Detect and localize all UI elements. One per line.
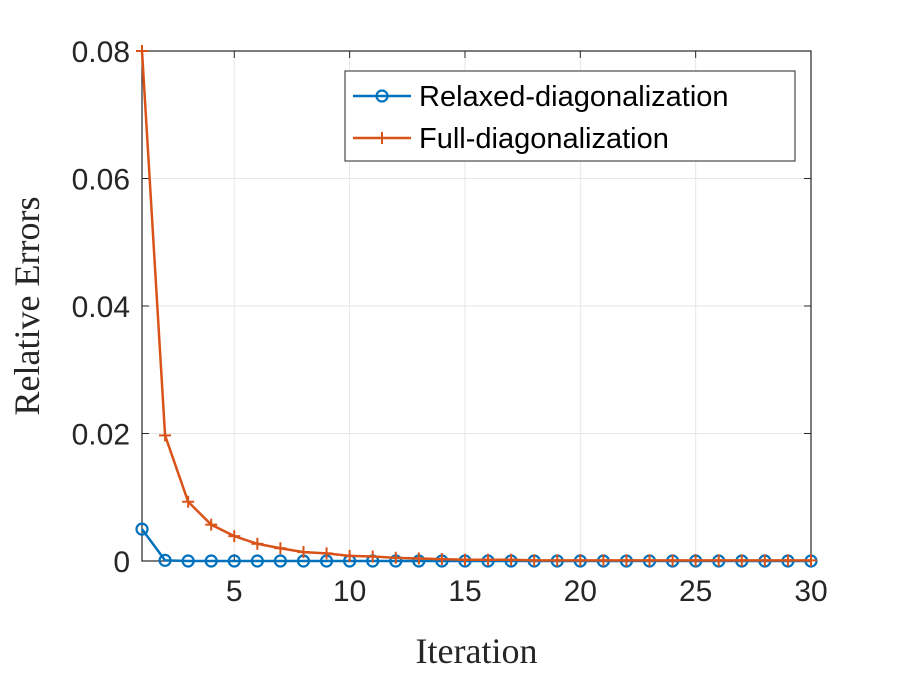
- data-point-full: [297, 546, 310, 559]
- x-tick-label: 5: [226, 575, 243, 608]
- data-point-full: [620, 554, 633, 567]
- data-point-full: [228, 530, 241, 543]
- data-point-full: [805, 554, 817, 567]
- data-point-relaxed: [273, 554, 288, 568]
- legend-box: [344, 70, 796, 162]
- data-point-full: [366, 550, 379, 563]
- data-point-relaxed: [250, 554, 264, 568]
- y-axis-label: Relative Errors: [7, 197, 47, 416]
- y-tick-label: 0.06: [72, 164, 130, 197]
- x-tick-label: 10: [333, 575, 366, 608]
- data-point-full: [274, 542, 287, 555]
- y-tick-label: 0.04: [72, 291, 130, 324]
- legend-entry-full: Full-diagonalization: [353, 123, 669, 155]
- data-point-relaxed: [158, 553, 172, 567]
- y-tick-label: 0: [113, 546, 130, 579]
- data-point-full: [643, 554, 656, 567]
- data-point-full: [781, 554, 794, 567]
- data-point-full: [159, 429, 172, 442]
- data-point-full: [435, 553, 448, 566]
- data-point-full: [458, 553, 471, 566]
- series-layer: [135, 45, 818, 568]
- data-point-full: [389, 551, 402, 564]
- legend-marker-full: [376, 132, 388, 144]
- x-tick-label: 20: [564, 575, 597, 608]
- data-point-relaxed: [181, 554, 195, 568]
- data-point-full: [320, 547, 333, 560]
- data-point-full: [205, 518, 218, 531]
- data-point-full: [251, 537, 264, 550]
- y-tick-label: 0.02: [72, 419, 130, 452]
- y-tick-label: 0.08: [72, 36, 130, 69]
- legend-label-full: Full-diagonalization: [419, 123, 669, 155]
- data-point-full: [412, 552, 425, 565]
- data-point-full: [666, 554, 679, 567]
- data-point-full: [712, 554, 725, 567]
- legend-entry-relaxed: Relaxed-diagonalization: [353, 81, 729, 113]
- legend-label-relaxed: Relaxed-diagonalization: [419, 81, 729, 113]
- data-point-full: [574, 554, 587, 567]
- data-point-full: [758, 554, 771, 567]
- data-point-full: [482, 553, 495, 566]
- x-tick-label: 15: [448, 575, 481, 608]
- x-tick-label: 25: [679, 575, 712, 608]
- data-point-full: [182, 495, 195, 508]
- data-point-full: [136, 45, 148, 57]
- legend-marker-symbol: [376, 132, 388, 144]
- legend: Relaxed-diagonalization Full-diagonaliza…: [344, 70, 796, 162]
- series-line-relaxed: [140, 528, 811, 563]
- data-point-relaxed: [135, 522, 149, 536]
- data-point-full: [505, 553, 518, 566]
- legend-marker-symbol: [375, 89, 389, 103]
- x-axis-label: Iteration: [416, 631, 538, 671]
- data-point-relaxed: [227, 554, 241, 568]
- data-point-full: [597, 554, 610, 567]
- data-point-full: [551, 554, 564, 567]
- data-point-full: [735, 554, 748, 567]
- legend-marker-relaxed: [375, 89, 389, 103]
- axis-ticks: 5 10 15 20 25 30 0 0.02 0.04 0.06 0.08: [72, 36, 828, 608]
- data-point-full: [343, 549, 356, 562]
- data-point-relaxed: [204, 554, 218, 568]
- x-tick-label: 30: [794, 575, 827, 608]
- data-point-full: [689, 554, 702, 567]
- data-point-full: [528, 554, 541, 567]
